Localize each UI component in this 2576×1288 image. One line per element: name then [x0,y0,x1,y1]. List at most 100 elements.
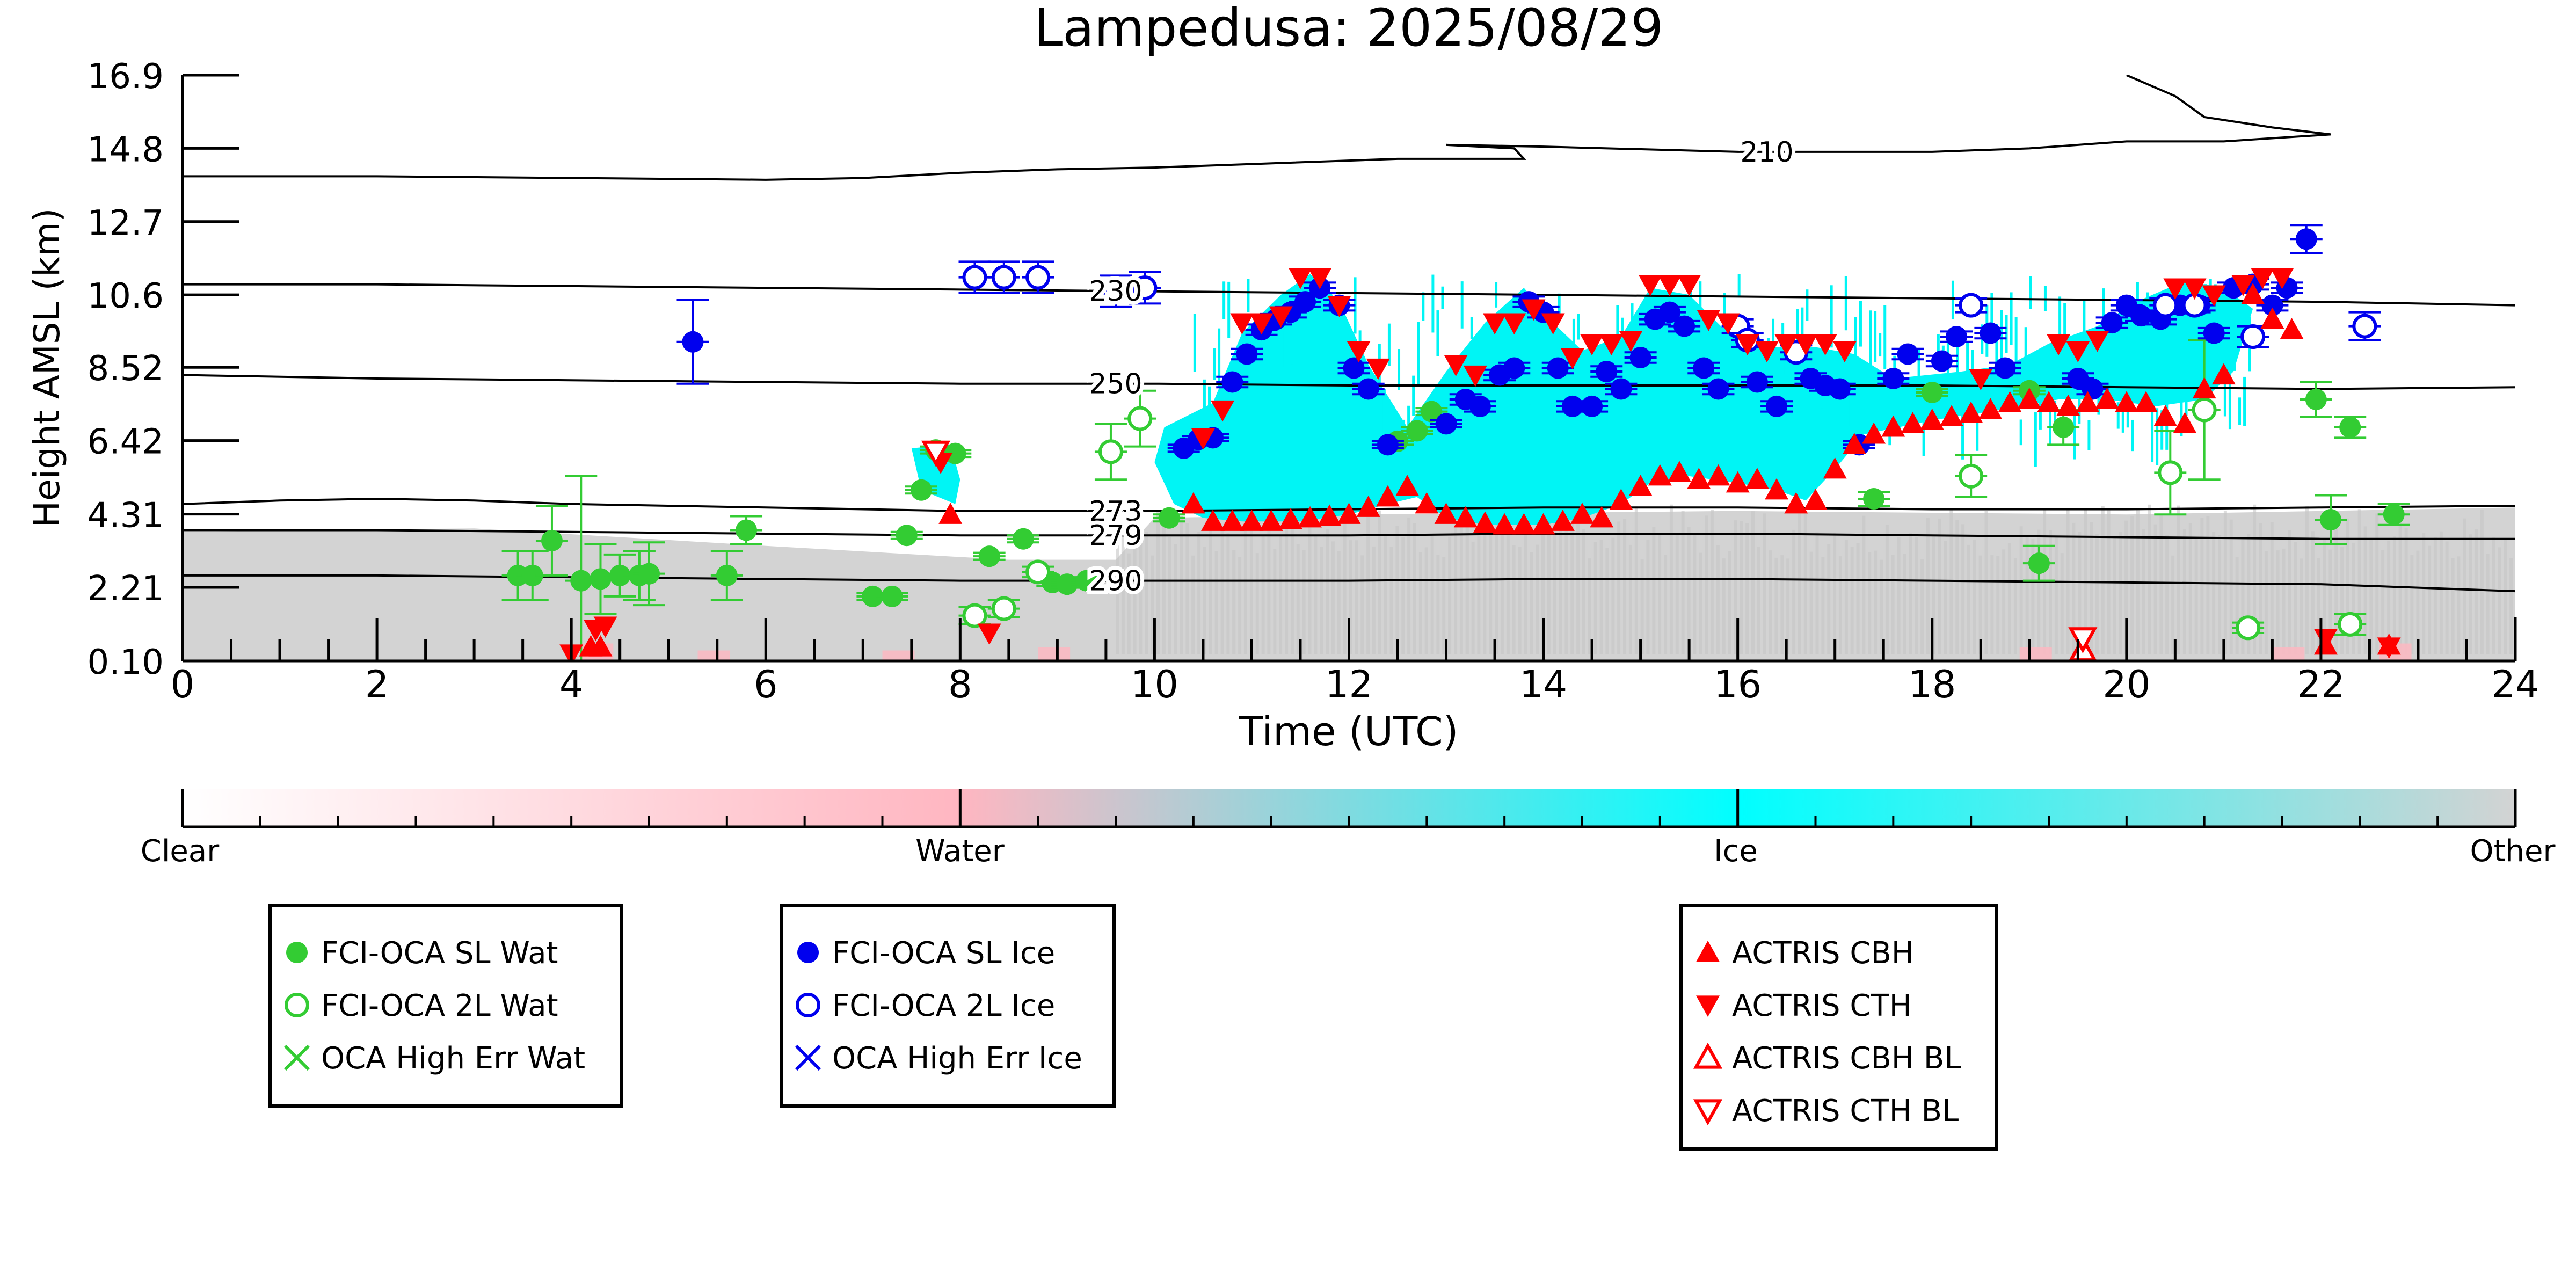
ice-mask-streak [1251,368,1255,404]
ice-mask-streak [2000,310,2003,371]
contour-label-210: 210 [1740,136,1793,169]
x-tick-label-12: 12 [1325,663,1373,707]
ice-mask-streak [1956,347,1960,396]
other-mask-streak [2259,523,2262,654]
water-mask-patch [697,650,730,661]
x-tick-label-18: 18 [1908,663,1956,707]
actris-cbh-point [1493,513,1517,535]
ice-mask-streak [1504,399,1508,427]
fci-oca-2l-ice-point [1959,293,1984,318]
other-mask-streak [1536,544,1539,654]
fci-oca-2l-ice-point [2153,293,2178,318]
ice-mask-streak [1621,317,1624,373]
other-mask-streak [1116,532,1119,654]
ice-mask-streak [1436,310,1439,356]
other-mask-streak [2457,556,2461,654]
other-mask-streak [1471,541,1475,654]
contour-label-230: 230 [1089,275,1142,308]
other-mask-streak [1588,558,1591,654]
legend-label-fci-oca-sl-wat: FCI-OCA SL Wat [321,936,558,971]
ice-mask-streak [1256,397,1260,459]
other-mask-streak [1646,540,1650,654]
contour-line-250 [183,374,2515,390]
ice-mask-streak [1849,389,1852,426]
actris-cbh-point [1765,478,1789,500]
retrieval-markers [501,224,2410,661]
ice-mask-streak [1742,417,1745,448]
ice-mask-streak [1320,285,1323,339]
other-mask-streak [1716,545,1720,654]
ice-mask-streak [1669,328,1672,354]
fci-oca-sl-ice-point [1357,378,1379,400]
fci-oca-2l-ice-point [2352,314,2377,339]
actris-cth-point [1347,341,1371,363]
other-mask-streak [2212,532,2216,654]
actris-cbh-point [2211,363,2236,385]
actris-cth-point [1560,348,1584,370]
actris-cbh-point [1512,513,1536,535]
fci-oca-sl-wat-point [2339,416,2361,438]
other-mask-streak [1197,532,1201,654]
other-mask-streak [2037,529,2041,654]
other-mask-streak [2054,536,2058,654]
other-mask-streak [1214,551,1218,654]
ice-mask-streak [1315,399,1318,438]
fci-oca-sl-ice-point [2203,322,2225,344]
actris-cbh-point [2153,405,2178,427]
other-mask-streak [1424,547,1428,654]
ice-mask-streak [1806,289,1809,321]
fci-oca-sl-wat-point [881,585,903,607]
other-mask-streak [1401,537,1405,654]
ice-mask-streak [1524,301,1527,342]
other-mask-streak [1792,529,1796,654]
actris-cbh-point [1201,510,1225,531]
fci-oca-sl-ice-point [1980,322,2002,344]
ice-mask-streak [2024,327,2027,391]
other-mask-streak [1389,547,1393,654]
other-mask-streak [2445,541,2449,654]
other-mask-streak [2311,531,2315,654]
other-mask-streak [1442,557,1446,654]
other-mask-streak [2288,530,2291,654]
other-mask-streak [1879,559,1883,654]
ice-mask-streak [1441,286,1444,309]
fci-oca-2l-ice-point [1103,279,1128,304]
ice-mask-streak [2238,397,2242,425]
ice-mask-streak [1538,312,1541,354]
other-mask-streak [1413,523,1416,654]
other-mask-streak [2480,510,2484,654]
legend-box-1: FCI-OCA SL Wat FCI-OCA 2L Wat OCA High Err… [268,904,623,1108]
fci-oca-sl-ice-point [1897,343,1919,365]
legend-marker-actris-cbh [1696,941,1720,962]
other-mask-streak [1978,555,1982,654]
other-mask-streak [1191,555,1195,654]
fci-oca-sl-ice-point [1503,357,1525,379]
actris-cth-point [2085,330,2109,352]
actris-cth-point [2066,341,2090,363]
ice-mask-streak [1903,383,1906,416]
ice-mask-streak [1689,277,1692,325]
legend-label-oca-high-err-wat: OCA High Err Wat [321,1041,585,1076]
fci-oca-sl-wat-point [862,585,884,607]
ice-mask-streak [1577,314,1580,340]
ice-mask-streak [2131,419,2134,452]
other-mask-streak [2509,558,2513,654]
other-mask-streak [2428,545,2432,654]
ice-mask-streak [1597,354,1600,407]
ice-mask-streak [1300,311,1303,356]
actris-cbh-point [1998,391,2022,413]
actris-cth-point [1794,334,1818,356]
other-mask-streak [1967,544,1970,654]
ice-mask-streak [1917,348,1920,385]
other-mask-streak [2090,522,2093,654]
actris-cbh-point [1842,433,1866,454]
other-mask-streak [1623,519,1627,654]
ice-mask-streak [1412,375,1415,416]
fci-oca-sl-wat-point [896,525,918,547]
other-mask-streak [1652,527,1656,654]
ice-mask-streak [1762,347,1765,371]
actris-cth-point [2377,637,2401,659]
other-mask-streak [2247,534,2251,654]
y-tick-label-14-8: 14.8 [88,130,164,170]
ice-mask-streak [1407,405,1410,431]
